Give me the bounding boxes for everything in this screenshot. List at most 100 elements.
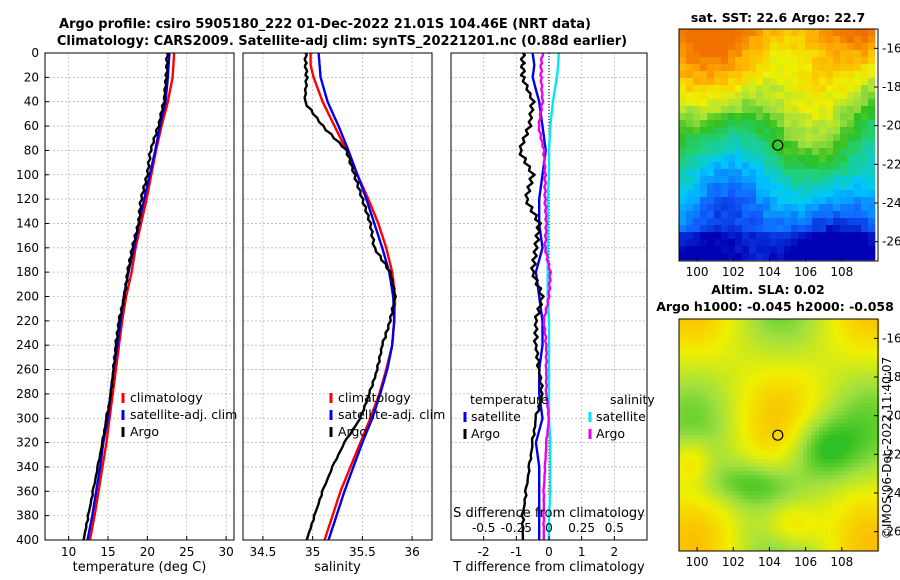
map-cell: [827, 411, 832, 416]
map-cell: [695, 479, 700, 484]
map-cell: [819, 387, 824, 392]
map-cell: [711, 347, 716, 352]
map-cell: [868, 239, 876, 247]
map-cell: [703, 391, 708, 396]
map-cell: [686, 190, 694, 198]
map-cell: [843, 535, 848, 540]
map-cell: [747, 451, 752, 456]
map-cell: [723, 459, 728, 464]
map-lat-tick-label: -26: [882, 525, 900, 539]
map-cell: [767, 467, 772, 472]
map-cell: [715, 391, 720, 396]
map-cell: [775, 455, 780, 460]
map-cell: [695, 379, 700, 384]
map-cell: [691, 523, 696, 528]
map-cell: [795, 451, 800, 456]
map-cell: [859, 431, 864, 436]
temperature-x-label: temperature (deg C): [73, 560, 207, 575]
map-cell: [679, 371, 684, 376]
map-cell: [812, 204, 820, 212]
map-cell: [759, 499, 764, 504]
map-cell: [840, 127, 848, 135]
map-cell: [805, 232, 813, 240]
map-cell: [863, 475, 868, 480]
map-cell: [823, 379, 828, 384]
map-cell: [743, 463, 748, 468]
map-cell: [875, 499, 880, 504]
map-cell: [823, 499, 828, 504]
map-cell: [679, 57, 687, 65]
map-cell: [839, 363, 844, 368]
map-cell: [815, 411, 820, 416]
map-cell: [827, 319, 832, 324]
map-cell: [775, 535, 780, 540]
map-lon-tick-label: 106: [794, 265, 817, 279]
map-cell: [867, 503, 872, 508]
map-cell: [739, 535, 744, 540]
map-cell: [695, 371, 700, 376]
map-cell: [819, 190, 827, 198]
map-cell: [827, 363, 832, 368]
map-cell: [831, 535, 836, 540]
map-cell: [719, 547, 724, 552]
difference-legend-label: Argo: [596, 426, 625, 441]
map-cell: [863, 419, 868, 424]
map-cell: [707, 246, 715, 254]
map-cell: [763, 253, 771, 261]
map-cell: [707, 176, 715, 184]
map-cell: [747, 391, 752, 396]
map-cell: [719, 479, 724, 484]
map-cell: [811, 403, 816, 408]
map-cell: [855, 367, 860, 372]
map-cell: [743, 499, 748, 504]
map-cell: [826, 43, 834, 51]
map-cell: [756, 169, 764, 177]
map-cell: [770, 36, 778, 44]
map-cell: [711, 359, 716, 364]
map-cell: [735, 543, 740, 548]
map-cell: [731, 527, 736, 532]
map-cell: [707, 499, 712, 504]
salinity-legend-label: satellite-adj. clim: [338, 407, 445, 422]
map-cell: [742, 176, 750, 184]
map-cell: [787, 371, 792, 376]
map-cell: [751, 355, 756, 360]
map-cell: [751, 359, 756, 364]
map-cell: [807, 499, 812, 504]
map-cell: [787, 455, 792, 460]
map-cell: [867, 487, 872, 492]
map-cell: [784, 50, 792, 58]
map-cell: [833, 218, 841, 226]
map-cell: [731, 447, 736, 452]
temperature-legend-label: climatology: [130, 390, 203, 405]
map-cell: [683, 463, 688, 468]
map-cell: [723, 403, 728, 408]
map-cell: [767, 395, 772, 400]
map-cell: [755, 371, 760, 376]
salinity-difference-tick-label: 0: [545, 521, 553, 535]
map-cell: [784, 176, 792, 184]
map-cell: [831, 419, 836, 424]
map-cell: [714, 232, 722, 240]
map-cell: [703, 371, 708, 376]
map-cell: [831, 503, 836, 508]
map-cell: [791, 343, 796, 348]
map-cell: [826, 50, 834, 58]
map-cell: [763, 232, 771, 240]
map-cell: [779, 459, 784, 464]
map-cell: [807, 415, 812, 420]
map-cell: [759, 487, 764, 492]
map-cell: [826, 239, 834, 247]
map-cell: [747, 355, 752, 360]
map-lat-tick-label: -18: [882, 80, 900, 94]
map-cell: [799, 535, 804, 540]
map-cell: [721, 141, 729, 149]
map-cell: [863, 539, 868, 544]
map-cell: [807, 375, 812, 380]
map-cell: [739, 423, 744, 428]
map-cell: [823, 503, 828, 508]
map-cell: [855, 483, 860, 488]
map-cell: [833, 36, 841, 44]
map-cell: [839, 391, 844, 396]
map-cell: [795, 319, 800, 324]
